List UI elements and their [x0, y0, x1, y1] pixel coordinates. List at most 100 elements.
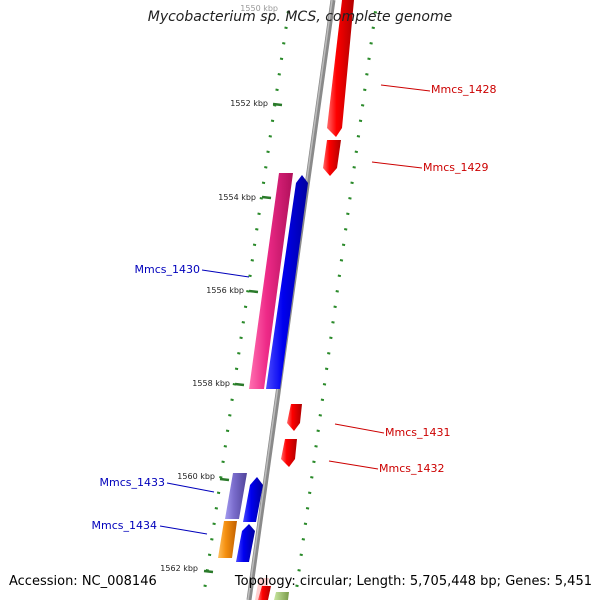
inner-tick — [239, 336, 243, 340]
outer-tick — [305, 507, 310, 510]
inner-tick — [225, 429, 230, 433]
inner-tick — [282, 42, 286, 45]
inner-tick — [250, 259, 254, 262]
genome-stats: Topology: circular; Length: 5,705,448 bp… — [235, 574, 592, 589]
outer-tick — [320, 398, 325, 402]
length-text: Length: 5,705,448 bp; — [356, 574, 502, 589]
topology-text: Topology: circular; — [234, 574, 353, 589]
outer-tick — [310, 476, 314, 479]
gene-blue-1 — [266, 175, 308, 389]
inner-tick — [275, 88, 279, 92]
inner-tick — [219, 476, 223, 479]
inner-tick — [286, 11, 290, 14]
outer-tick — [360, 104, 365, 107]
outer-tick — [354, 150, 358, 154]
accession-text: Accession: NC_008146 — [9, 574, 157, 589]
gene-blue-3 — [236, 524, 255, 562]
outer-tick — [358, 119, 363, 123]
outer-tick — [337, 274, 342, 278]
partial-genes-bottom — [255, 578, 289, 600]
outer-tick — [295, 584, 299, 588]
outer-tick — [339, 259, 344, 262]
outer-tick-marks — [295, 11, 378, 588]
outer-tick — [331, 321, 335, 324]
inner-tick — [261, 181, 266, 185]
inner-tick — [221, 460, 225, 464]
outer-tick — [356, 135, 361, 138]
inner-tick — [210, 538, 214, 541]
outer-tick — [322, 383, 327, 386]
outer-tick — [350, 181, 354, 185]
scale-label: 1560 kbp — [177, 472, 215, 481]
scale-labels: 1550 kbp 1552 kbp 1554 kbp 1556 kbp 1558… — [160, 4, 278, 573]
gene-mmcs-1434 — [218, 521, 237, 558]
outer-tick — [297, 569, 301, 572]
gene-label-mmcs-1433: Mmcs_1433 — [100, 476, 165, 489]
outer-tick — [301, 538, 306, 541]
inner-tick — [264, 166, 268, 169]
scale-label-ticks — [203, 102, 283, 574]
outer-tick — [341, 243, 346, 247]
inner-tick — [237, 352, 241, 355]
forward-strand-genes — [281, 0, 354, 467]
gene-mmcs-1429 — [323, 140, 341, 176]
inner-tick — [259, 197, 263, 200]
outer-tick — [344, 228, 348, 231]
gene-label-mmcs-1430: Mmcs_1430 — [135, 263, 200, 276]
genes-count-text: Genes: 5,451 — [505, 574, 592, 589]
outer-tick — [367, 57, 371, 61]
scale-label: 1552 kbp — [230, 99, 268, 108]
inner-tick — [241, 321, 246, 324]
gene-blue-2 — [243, 477, 263, 522]
inner-tick — [279, 57, 284, 61]
inner-tick — [212, 522, 216, 526]
gene-mmcs-1428 — [327, 0, 354, 137]
outer-tick — [314, 445, 318, 448]
outer-tick — [371, 26, 375, 30]
scale-label: 1562 kbp — [160, 564, 198, 573]
outer-tick — [318, 414, 322, 417]
genome-title: Mycobacterium sp. MCS, complete genome — [147, 9, 453, 25]
gene-label-mmcs-1429: Mmcs_1429 — [423, 161, 488, 174]
inner-tick — [243, 305, 248, 309]
outer-tick — [329, 336, 333, 340]
inner-tick — [207, 553, 212, 557]
gene-mmcs-1430 — [249, 173, 293, 389]
outer-tick — [312, 460, 316, 464]
gene-label-mmcs-1434: Mmcs_1434 — [92, 519, 157, 532]
inner-tick — [246, 290, 250, 293]
outer-tick — [348, 197, 352, 200]
outer-tick — [346, 212, 350, 216]
scale-label: 1556 kbp — [206, 286, 244, 295]
inner-tick — [252, 243, 257, 247]
inner-tick — [230, 398, 234, 402]
outer-tick — [373, 11, 378, 14]
gene-partial-red — [258, 586, 271, 600]
gene-mmcs-1432 — [281, 439, 297, 467]
inner-tick — [284, 26, 288, 30]
outer-tick — [352, 166, 356, 169]
gene-mmcs-1433 — [225, 473, 247, 519]
outer-tick — [365, 73, 369, 76]
inner-tick — [277, 73, 281, 76]
inner-tick — [266, 150, 270, 154]
gene-label-mmcs-1428: Mmcs_1428 — [431, 83, 496, 96]
inner-tick — [255, 228, 259, 231]
gene-mmcs-1431 — [287, 404, 302, 431]
outer-tick — [324, 367, 329, 371]
outer-tick — [303, 522, 308, 526]
gene-label-mmcs-1432: Mmcs_1432 — [379, 462, 444, 475]
inner-tick — [216, 491, 221, 495]
outer-tick — [316, 429, 320, 433]
gene-labels: Mmcs_1428 Mmcs_1429 Mmcs_1430 Mmcs_1431 … — [92, 83, 497, 532]
inner-tick — [223, 445, 228, 448]
inner-tick — [270, 119, 275, 123]
inner-tick — [268, 135, 272, 138]
gene-partial-green — [274, 592, 289, 600]
outer-tick — [363, 88, 367, 92]
scale-label: 1554 kbp — [218, 193, 256, 202]
reverse-strand-genes — [218, 173, 308, 562]
outer-tick — [299, 553, 303, 557]
outer-tick — [333, 305, 337, 309]
